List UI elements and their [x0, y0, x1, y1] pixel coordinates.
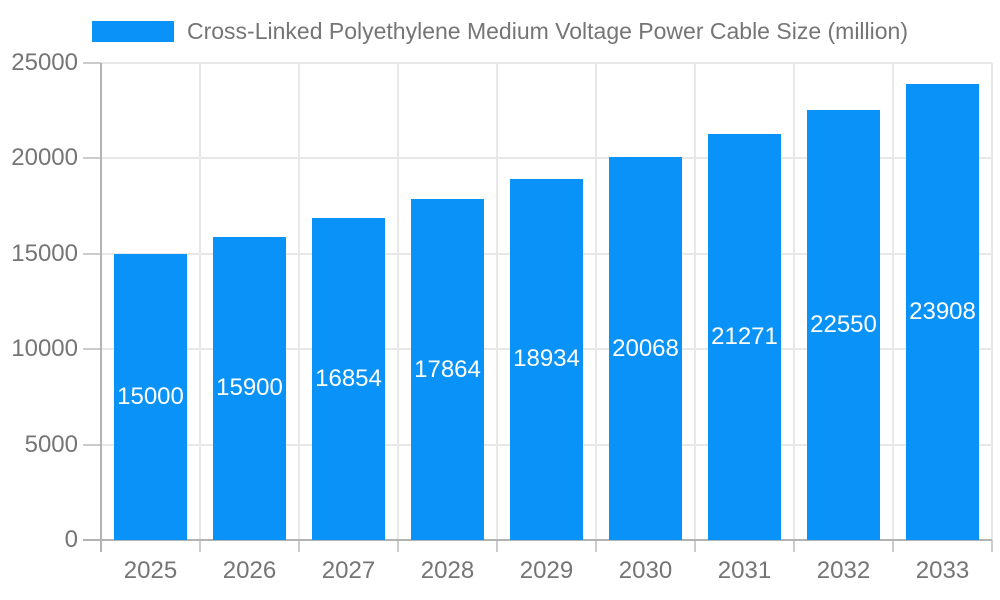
x-axis-tick [496, 540, 498, 552]
x-tick-label: 2025 [123, 557, 178, 584]
x-tick-label: 2030 [618, 557, 673, 584]
x-gridline [397, 63, 399, 540]
x-tick-label: 2029 [519, 557, 574, 584]
x-gridline [595, 63, 597, 540]
x-axis-tick [397, 540, 399, 552]
y-tick-label: 25000 [11, 49, 78, 76]
y-axis-tick [83, 348, 101, 350]
y-axis-tick [83, 62, 101, 64]
bar-value-label: 15900 [216, 374, 283, 402]
y-tick-label: 20000 [11, 144, 78, 171]
x-axis-tick [694, 540, 696, 552]
bar-value-label: 20068 [612, 334, 679, 362]
x-axis-tick [892, 540, 894, 552]
y-tick-label: 10000 [11, 335, 78, 362]
bar[interactable] [510, 178, 583, 540]
legend: Cross-Linked Polyethylene Medium Voltage… [0, 16, 1000, 46]
bar[interactable] [906, 83, 979, 540]
y-tick-label: 15000 [11, 240, 78, 267]
x-gridline [199, 63, 201, 540]
bar-value-label: 15000 [117, 382, 184, 410]
x-axis-line [83, 539, 992, 541]
x-gridline [298, 63, 300, 540]
x-gridline [793, 63, 795, 540]
bar[interactable] [312, 218, 385, 540]
x-tick-label: 2033 [915, 557, 970, 584]
y-gridline [101, 157, 992, 159]
x-axis-tick [991, 540, 993, 552]
bar[interactable] [411, 199, 484, 540]
bar[interactable] [708, 134, 781, 540]
bar-value-label: 22550 [810, 310, 877, 338]
x-gridline [991, 63, 993, 540]
bar-value-label: 21271 [711, 323, 778, 351]
bar-value-label: 23908 [909, 297, 976, 325]
x-tick-label: 2031 [717, 557, 772, 584]
y-tick-label: 5000 [24, 431, 78, 458]
x-axis-tick [298, 540, 300, 552]
bar[interactable] [213, 236, 286, 540]
x-gridline [892, 63, 894, 540]
y-axis-tick [83, 444, 101, 446]
bar-value-label: 17864 [414, 355, 481, 383]
x-axis-tick [793, 540, 795, 552]
y-axis-tick [83, 157, 101, 159]
x-axis-tick [595, 540, 597, 552]
x-axis-tick [199, 540, 201, 552]
bar-value-label: 16854 [315, 365, 382, 393]
bar[interactable] [807, 109, 880, 540]
x-gridline [694, 63, 696, 540]
x-tick-label: 2028 [420, 557, 475, 584]
legend-item[interactable]: Cross-Linked Polyethylene Medium Voltage… [92, 18, 908, 45]
legend-label: Cross-Linked Polyethylene Medium Voltage… [187, 17, 908, 44]
y-axis-line [100, 63, 102, 552]
x-tick-label: 2032 [816, 557, 871, 584]
legend-swatch [92, 20, 174, 42]
bar[interactable] [114, 253, 187, 540]
y-tick-label: 0 [64, 526, 78, 553]
x-gridline [496, 63, 498, 540]
x-tick-label: 2026 [222, 557, 277, 584]
bar[interactable] [609, 157, 682, 540]
bar-value-label: 18934 [513, 345, 580, 373]
y-gridline [101, 62, 992, 64]
x-tick-label: 2027 [321, 557, 376, 584]
y-axis-tick [83, 253, 101, 255]
